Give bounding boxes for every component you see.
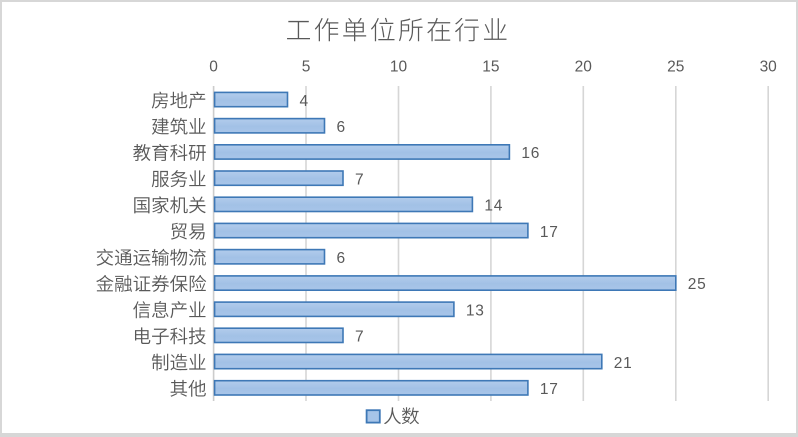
svg-text:17: 17 — [540, 381, 559, 398]
svg-text:6: 6 — [337, 250, 346, 267]
svg-text:4: 4 — [300, 93, 309, 110]
svg-text:13: 13 — [466, 302, 485, 319]
svg-text:21: 21 — [614, 355, 633, 372]
svg-text:16: 16 — [521, 145, 540, 162]
svg-text:7: 7 — [355, 329, 364, 346]
svg-text:10: 10 — [390, 59, 408, 76]
svg-text:25: 25 — [688, 276, 707, 293]
svg-text:6: 6 — [337, 119, 346, 136]
svg-text:0: 0 — [209, 59, 218, 76]
svg-text:15: 15 — [482, 59, 499, 76]
svg-text:30: 30 — [760, 59, 778, 76]
svg-text:14: 14 — [484, 198, 503, 215]
svg-text:5: 5 — [302, 59, 311, 76]
svg-text:20: 20 — [575, 59, 593, 76]
svg-text:7: 7 — [355, 171, 364, 188]
svg-text:25: 25 — [667, 59, 684, 76]
svg-text:17: 17 — [540, 224, 559, 241]
